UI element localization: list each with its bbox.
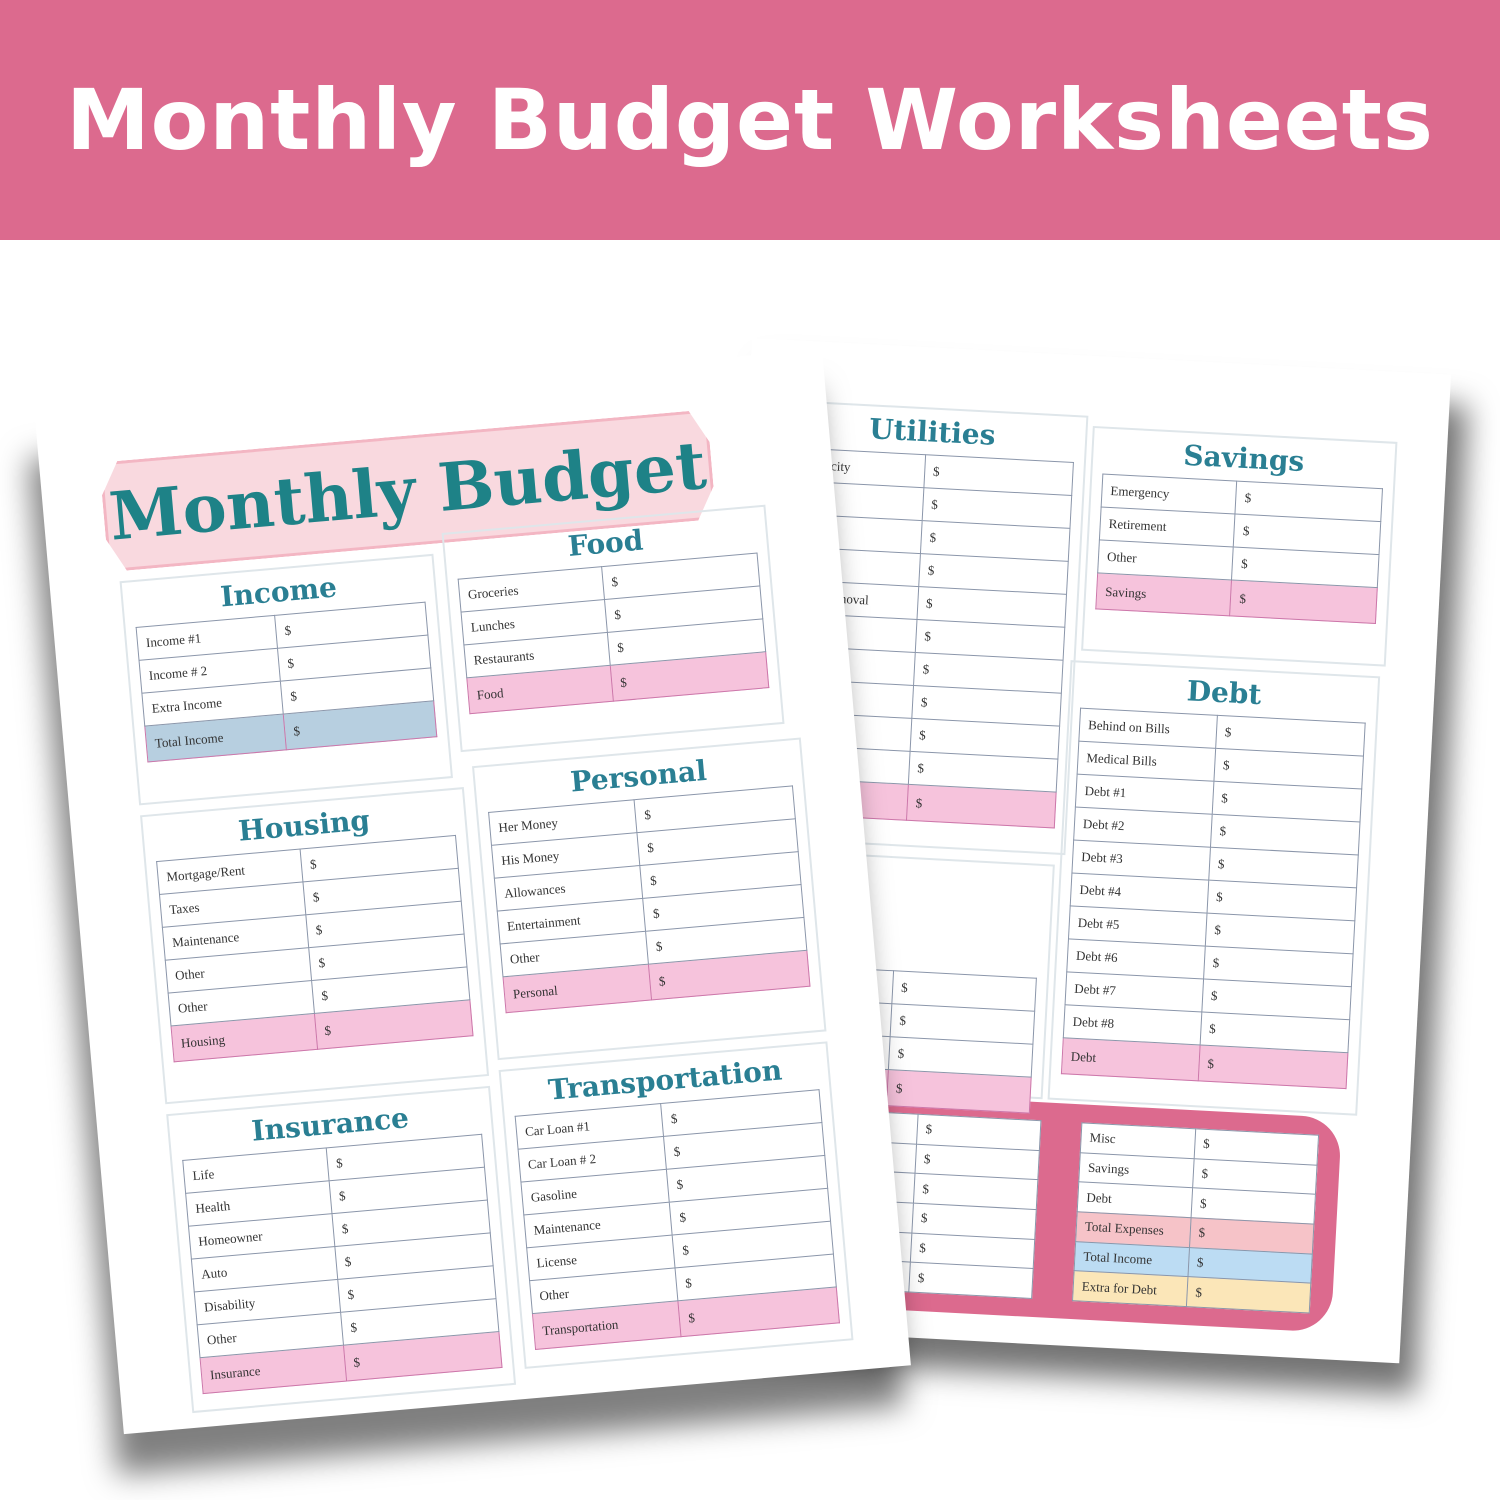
section-table: Behind on Bills $ Medical Bills $ Debt #1 $ De… — [1061, 708, 1366, 1089]
section-housing: Housing Mortgage/Rent $ Taxes $ Maintenance $ O… — [140, 787, 490, 1105]
total-amount-field[interactable]: $ — [1230, 579, 1378, 624]
section-table: Mortgage/Rent $ Taxes $ Maintenance $ Other $ Ot… — [156, 835, 474, 1062]
total-amount-field[interactable]: $ — [886, 1069, 1032, 1114]
section-table: Car Loan #1 $ Car Loan # 2 $ Gasoline $ Mainte… — [515, 1089, 840, 1350]
section-transportation: Transportation Car Loan #1 $ Car Loan # 2 $ G… — [498, 1041, 854, 1369]
section-personal: Personal Her Money $ His Money $ Allowances $ E… — [472, 737, 827, 1061]
total-amount-field[interactable]: $ — [1198, 1044, 1348, 1089]
section-table: Her Money $ His Money $ Allowances $ Entertain… — [488, 785, 810, 1013]
section-table: Groceries $ Lunches $ Restaurants $ Food $ — [458, 553, 770, 715]
section-table: Life $ Health $ Homeowner $ Auto $ Disability $ Ot… — [182, 1134, 503, 1394]
amount-field[interactable]: $ — [1186, 1276, 1311, 1313]
worksheet-page-1: Monthly Budget Income Income #1 $ Income # … — [35, 349, 911, 1435]
summary-right-table: Misc $ Savings $ Debt $ Total Expenses $ Total I… — [1072, 1122, 1320, 1314]
page-title: Monthly Budget Worksheets — [66, 71, 1434, 169]
total-label: Debt — [1061, 1037, 1200, 1081]
total-amount-field[interactable]: $ — [906, 784, 1057, 828]
section-food: Food Groceries $ Lunches $ Restaurants $ Food $ — [441, 504, 785, 753]
amount-field[interactable]: $ — [908, 1262, 1034, 1299]
section-insurance: Insurance Life $ Health $ Homeowner $ Auto $ Disa… — [166, 1085, 517, 1414]
row-label: Extra for Debt — [1072, 1270, 1188, 1307]
section-table: Emergency $ Retirement $ Other $ Savings $ — [1095, 474, 1383, 625]
total-label: Savings — [1095, 572, 1232, 616]
section-savings: Savings Emergency $ Retirement $ Other $ Saving… — [1081, 425, 1398, 667]
section-income: Income Income #1 $ Income # 2 $ Extra Income $… — [119, 553, 453, 806]
header-banner: Monthly Budget Worksheets — [0, 0, 1500, 240]
section-table: Income #1 $ Income # 2 $ Extra Income $ Total … — [136, 602, 438, 763]
section-debt: Debt Behind on Bills $ Medical Bills $ Debt #… — [1047, 660, 1381, 1116]
